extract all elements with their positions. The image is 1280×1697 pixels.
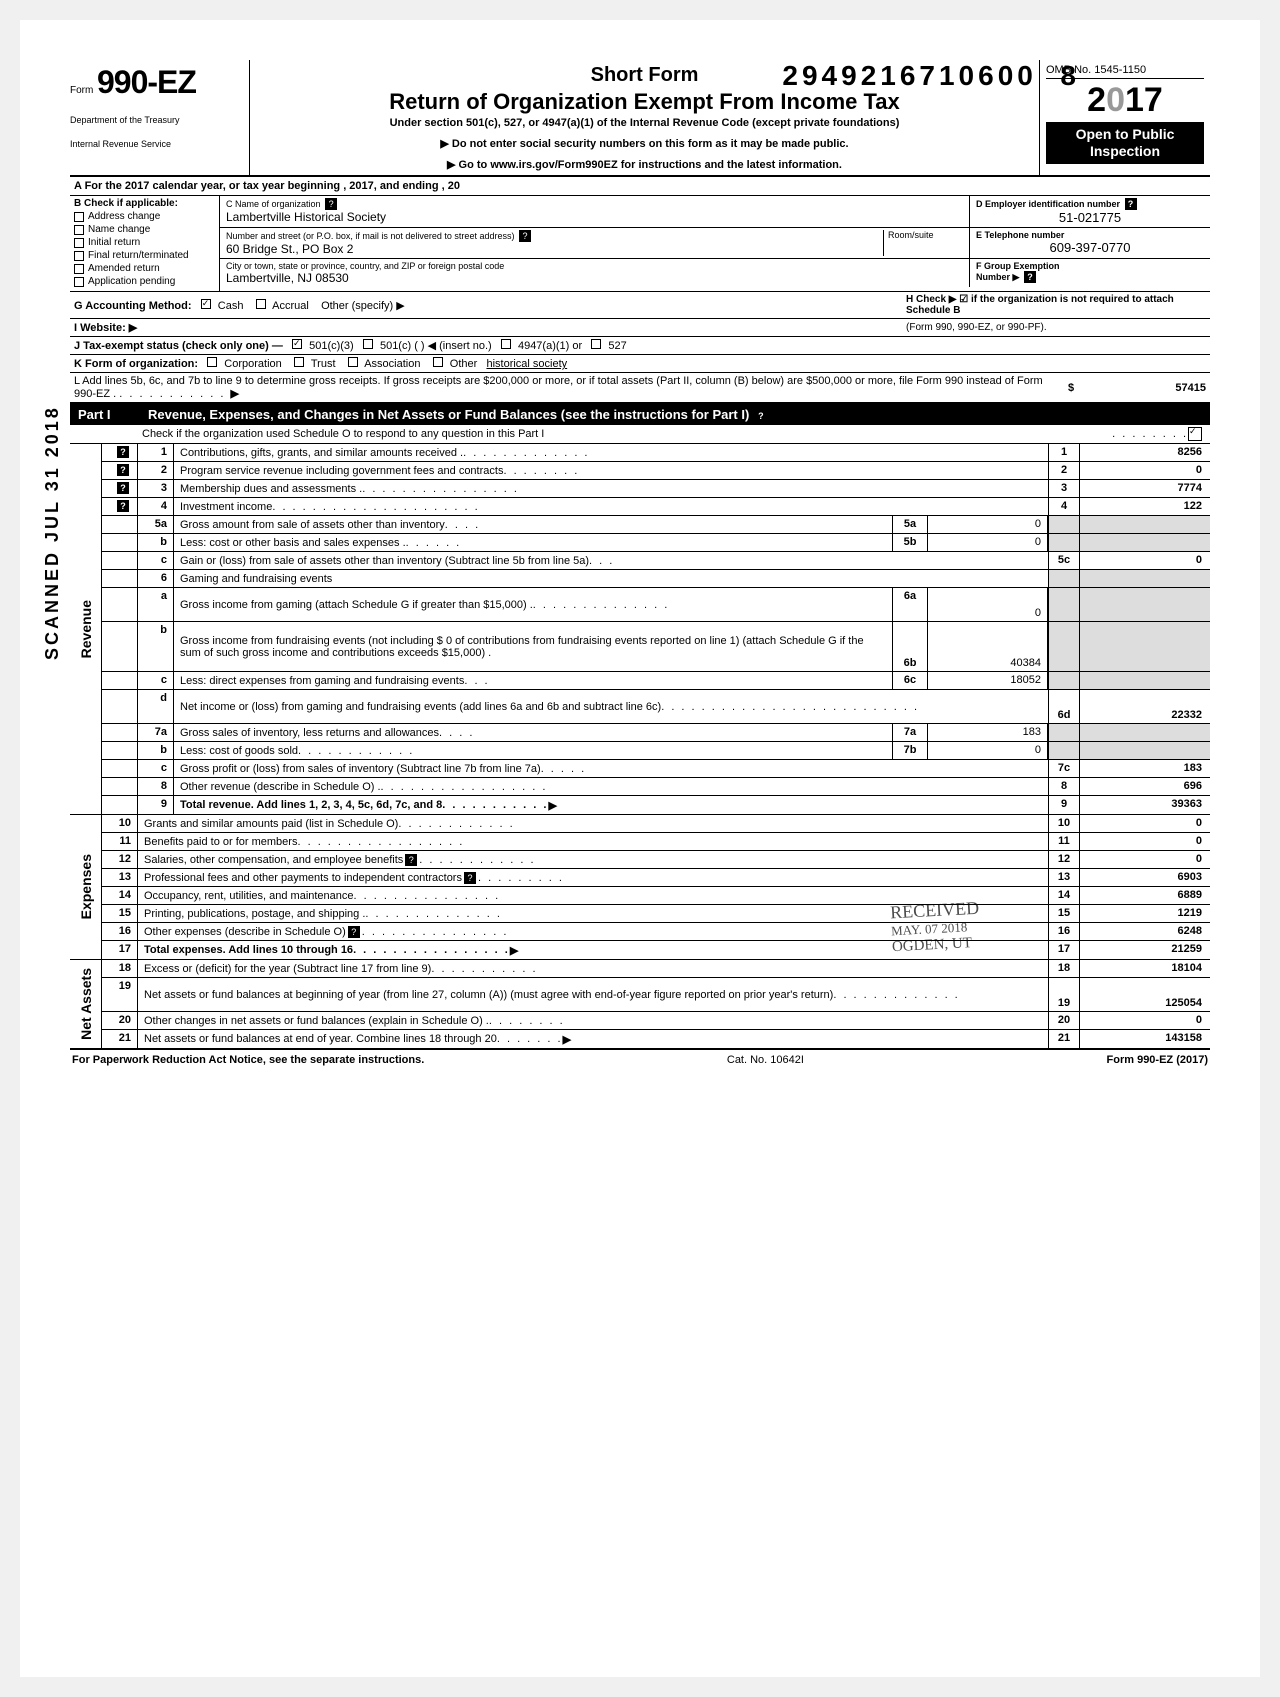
scanned-stamp: SCANNED JUL 31 2018 (42, 405, 63, 660)
l-amount: 57415 (1086, 382, 1206, 394)
phone-value: 609-397-0770 (976, 240, 1204, 255)
help-icon[interactable]: ? (1125, 198, 1137, 210)
line-k: K Form of organization: Corporation Trus… (70, 355, 1210, 373)
cb-527[interactable] (591, 339, 601, 349)
ein-value: 51-021775 (976, 210, 1204, 225)
revenue-tab: Revenue (76, 596, 96, 662)
cb-4947[interactable] (501, 339, 511, 349)
footer-right: Form 990-EZ (2017) (1107, 1054, 1208, 1066)
expenses-block: Expenses 10Grants and similar amounts pa… (70, 815, 1210, 960)
cb-amended[interactable] (74, 264, 84, 274)
cb-address-change[interactable] (74, 212, 84, 222)
line-h: H Check ▶ ☑ if the organization is not r… (906, 294, 1174, 316)
addr-value: 60 Bridge St., PO Box 2 (226, 242, 883, 256)
main-title: Return of Organization Exempt From Incom… (260, 89, 1029, 115)
part1-header: Part I Revenue, Expenses, and Changes in… (70, 404, 1210, 425)
footer-left: For Paperwork Reduction Act Notice, see … (72, 1054, 424, 1066)
line-i: I Website: ▶ (Form 990, 990-EZ, or 990-P… (70, 319, 1210, 337)
header-left: Form 990-EZ Department of the Treasury I… (70, 60, 250, 175)
footer: For Paperwork Reduction Act Notice, see … (70, 1050, 1210, 1070)
cb-accrual[interactable] (256, 299, 266, 309)
info-block: B Check if applicable: Address change Na… (70, 196, 1210, 292)
city-value: Lambertville, NJ 08530 (226, 271, 963, 285)
line-l: L Add lines 5b, 6c, and 7b to line 9 to … (70, 373, 1210, 404)
cb-initial-return[interactable] (74, 238, 84, 248)
cb-final-return[interactable] (74, 251, 84, 261)
org-name: Lambertville Historical Society (226, 210, 963, 224)
instr-url: ▶ Go to www.irs.gov/Form990EZ for instru… (260, 158, 1029, 171)
line-j: J Tax-exempt status (check only one) — 5… (70, 337, 1210, 355)
cb-assoc[interactable] (348, 357, 358, 367)
sec-b-header: B Check if applicable: (74, 198, 215, 209)
section-cde: C Name of organization ? Lambertville Hi… (220, 196, 1210, 291)
row-a: A For the 2017 calendar year, or tax yea… (70, 177, 1210, 196)
expenses-tab: Expenses (76, 850, 96, 923)
received-stamp: RECEIVED MAY. 07 2018 OGDEN, UT (890, 898, 982, 957)
form-page: 2949216710600 8 Form 990-EZ Department o… (20, 20, 1260, 1677)
room-label: Room/suite (888, 230, 963, 240)
dept-treasury: Department of the Treasury (70, 115, 241, 125)
ein-label: D Employer identification number ? (976, 198, 1204, 210)
cb-app-pending[interactable] (74, 277, 84, 287)
section-b: B Check if applicable: Address change Na… (70, 196, 220, 291)
cb-corp[interactable] (207, 357, 217, 367)
city-label: City or town, state or province, country… (226, 261, 963, 271)
help-icon[interactable]: ? (755, 410, 767, 422)
cb-trust[interactable] (294, 357, 304, 367)
open-public-badge: Open to Public Inspection (1046, 122, 1204, 164)
form-label: Form (70, 85, 93, 96)
instr-ssn: ▶ Do not enter social security numbers o… (260, 137, 1029, 150)
revenue-block: Revenue ?1Contributions, gifts, grants, … (70, 444, 1210, 815)
help-icon[interactable]: ? (519, 230, 531, 242)
cb-name-change[interactable] (74, 225, 84, 235)
dept-irs: Internal Revenue Service (70, 139, 241, 149)
line-g-h: G Accounting Method: Cash Accrual Other … (70, 292, 1210, 319)
help-icon[interactable]: ? (325, 198, 337, 210)
org-name-label: C Name of organization (226, 199, 321, 209)
dln-number: 2949216710600 8 (782, 60, 1080, 92)
cb-501c[interactable] (363, 339, 373, 349)
part1-check: Check if the organization used Schedule … (70, 425, 1210, 444)
cb-other[interactable] (433, 357, 443, 367)
k-other-value: historical society (486, 358, 567, 370)
phone-label: E Telephone number (976, 230, 1204, 240)
footer-center: Cat. No. 10642I (727, 1054, 804, 1066)
help-icon[interactable]: ? (1024, 271, 1036, 283)
netassets-block: Net Assets 18Excess or (deficit) for the… (70, 960, 1210, 1050)
addr-label: Number and street (or P.O. box, if mail … (226, 231, 514, 241)
subtitle: Under section 501(c), 527, or 4947(a)(1)… (260, 117, 1029, 129)
netassets-tab: Net Assets (76, 964, 96, 1044)
cb-cash[interactable] (201, 299, 211, 309)
form-number: 990-EZ (97, 64, 196, 100)
cb-501c3[interactable] (292, 339, 302, 349)
group-exempt-label: F Group Exemption (976, 261, 1204, 271)
cb-schedule-o[interactable] (1188, 427, 1202, 441)
